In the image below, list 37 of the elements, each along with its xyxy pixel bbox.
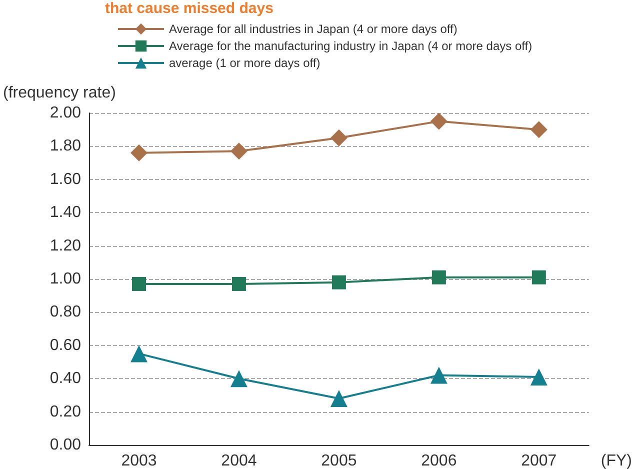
y-tick-label: 1.40 [50,204,82,222]
x-tick-label: 2004 [221,452,257,469]
y-tick-label: 2.00 [50,104,82,122]
x-tick-label: 2006 [421,452,457,469]
y-tick-label: 0.40 [50,370,82,388]
point [432,270,446,284]
y-tick-label: 1.20 [50,237,82,254]
point [532,270,546,284]
point [130,345,148,362]
point [530,368,548,386]
x-tick-label: 2003 [121,452,157,469]
legend-label: Average for all industries in Japan (4 or more days off) [169,22,458,36]
y-tick-label: 0.20 [50,403,82,420]
point [330,390,348,408]
y-tick-label: 1.80 [50,138,82,155]
point [430,112,448,130]
y-tick-label: 0.00 [50,436,82,454]
point [230,142,248,160]
y-axis-title: (frequency rate) [3,84,116,102]
point [430,366,448,384]
y-tick-label: 0.60 [50,336,82,354]
point [232,276,246,291]
y-tick-label: 1.00 [50,270,82,288]
y-tick-label: 1.60 [50,170,82,188]
point [132,276,146,291]
legend-label: Average for the manufacturing industry in Japan (4 or more days off) [169,39,532,53]
legend-label: average (1 or more days off) [169,56,320,70]
chart-title: that cause missed days [105,0,274,17]
point [330,129,348,146]
point [332,275,346,290]
point [230,370,248,388]
x-tick-label: 2005 [321,452,357,469]
point [130,144,148,162]
x-axis-title: (FY) [600,452,632,469]
x-tick-label: 2007 [521,452,557,469]
point [530,121,548,138]
y-tick-label: 0.80 [50,304,82,321]
